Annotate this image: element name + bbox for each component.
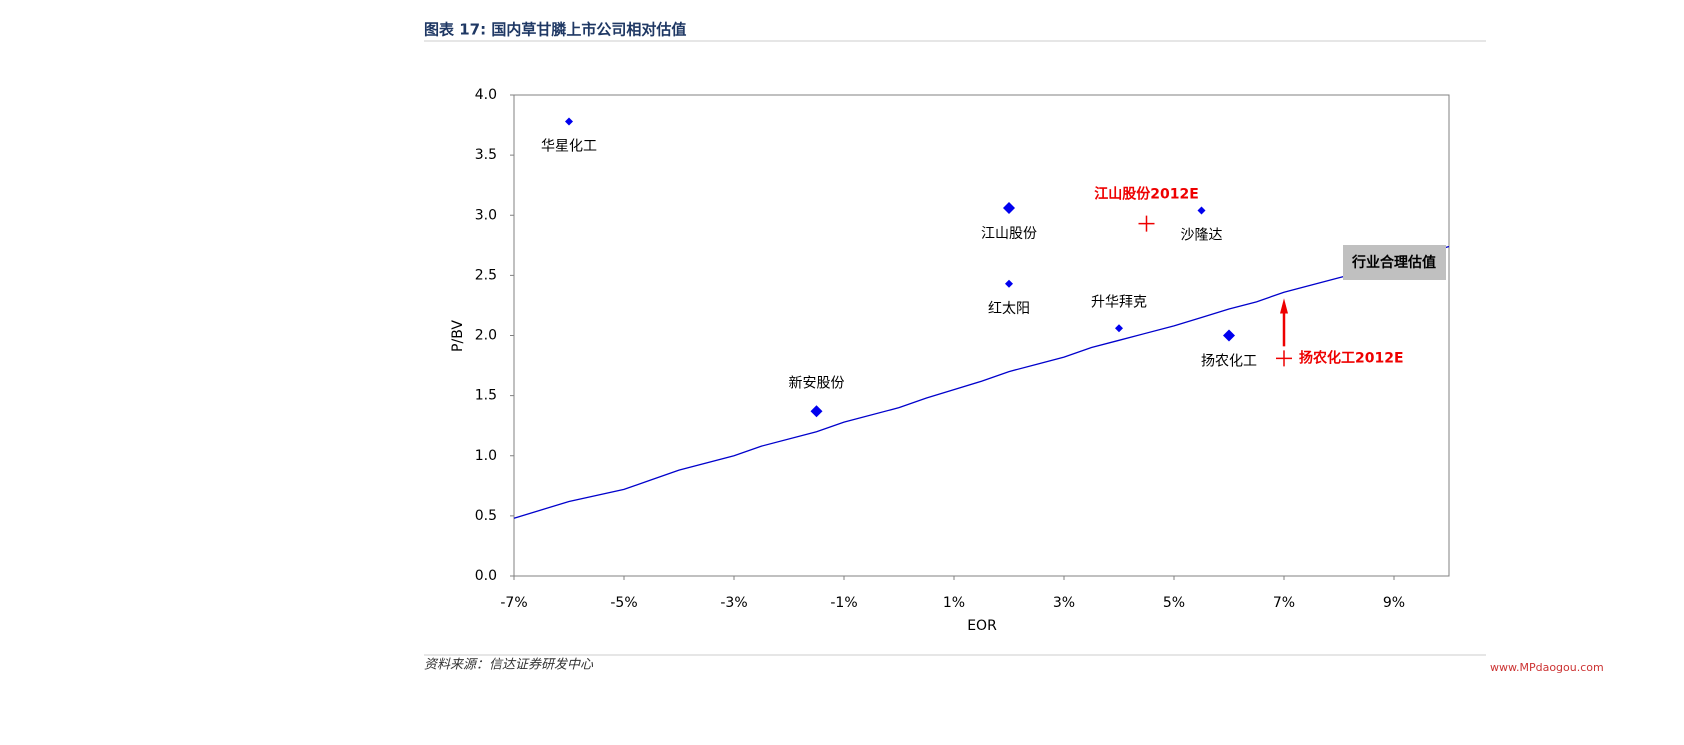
watermark: www.MPdaogou.com: [1490, 661, 1604, 674]
x-tick-label: 3%: [1053, 595, 1075, 611]
fair-value-line: [513, 245, 1450, 519]
chart-title: 图表 17: 国内草甘膦上市公司相对估值: [424, 21, 686, 39]
x-tick-label: 1%: [943, 595, 965, 611]
point-label: 扬农化工: [1201, 354, 1257, 370]
x-tick-label: -1%: [830, 595, 857, 611]
data-point: [1115, 324, 1123, 333]
y-tick-label: 2.0: [475, 328, 497, 344]
y-axis-title: P/BV: [450, 320, 466, 352]
source: 资料来源：信达证券研发中心: [424, 658, 594, 673]
y-tick-label: 0.0: [475, 568, 497, 584]
y-tick-label: 4.0: [475, 87, 497, 103]
x-tick-label: 9%: [1383, 595, 1405, 611]
estimate-arrowhead: [1280, 298, 1288, 314]
point-label: 新安股份: [789, 375, 845, 391]
data-point: [810, 405, 823, 418]
fair-value-label: 行业合理估值: [1351, 254, 1436, 271]
estimate-label: 扬农化工2012E: [1299, 349, 1404, 366]
point-label: 升华拜克: [1091, 294, 1147, 310]
data-point: [565, 117, 573, 126]
y-tick-label: 1.5: [475, 388, 497, 404]
point-label: 沙隆达: [1181, 227, 1223, 243]
point-label: 江山股份: [981, 226, 1037, 242]
data-point: [1197, 206, 1206, 215]
point-label: 华星化工: [541, 138, 597, 154]
estimate-point: [1276, 350, 1292, 367]
y-tick-label: 2.5: [475, 267, 497, 283]
data-point: [1003, 202, 1015, 215]
estimate-label: 江山股份2012E: [1094, 186, 1199, 203]
plot-frame: [513, 94, 1450, 577]
y-tick-label: 1.0: [475, 448, 497, 464]
y-tick-label: 3.5: [475, 147, 497, 163]
estimate-point: [1138, 215, 1155, 232]
y-tick-label: 3.0: [475, 207, 497, 223]
point-label: 红太阳: [988, 301, 1030, 317]
x-tick-label: 7%: [1273, 595, 1295, 611]
x-axis-title: EOR: [967, 618, 997, 634]
fair-value-label-box: [1343, 245, 1446, 280]
y-tick-label: 0.5: [475, 508, 497, 524]
x-tick-label: -3%: [720, 595, 747, 611]
data-point: [1005, 279, 1013, 288]
data-point: [1223, 329, 1235, 342]
x-tick-label: -5%: [610, 595, 637, 611]
x-tick-label: -7%: [500, 595, 527, 611]
x-tick-label: 5%: [1163, 595, 1185, 611]
